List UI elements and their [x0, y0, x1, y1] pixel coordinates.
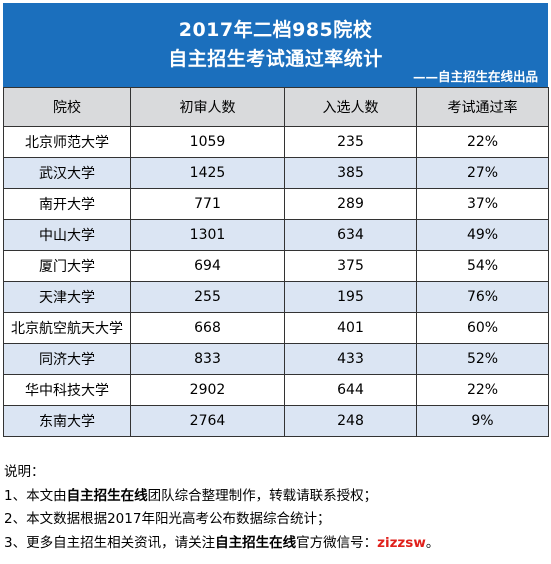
cell-selected: 433: [284, 343, 417, 375]
notes-heading: 说明：: [4, 464, 45, 480]
cell-selected: 375: [284, 250, 417, 282]
cell-initial-review: 255: [130, 281, 285, 313]
note-line-3: 3、更多自主招生相关资讯，请关注自主招生在线官方微信号：zizzsw。: [4, 532, 544, 556]
table-row: 同济大学 833 433 52%: [3, 343, 549, 375]
note-3-middle: 官方微信号：: [296, 534, 378, 551]
note-3-end: 。: [425, 534, 440, 551]
cell-selected: 634: [284, 219, 417, 251]
cell-selected: 401: [284, 312, 417, 344]
cell-pass-rate: 22%: [416, 374, 549, 406]
note-1-prefix: 1、本文由: [4, 487, 67, 504]
table-row: 东南大学 2764 248 9%: [3, 405, 549, 437]
cell-school: 天津大学: [3, 281, 131, 313]
note-line-1: 1、本文由自主招生在线团队综合整理制作，转载请联系授权；: [4, 485, 544, 509]
table-row: 中山大学 1301 634 49%: [3, 219, 549, 251]
cell-pass-rate: 60%: [416, 312, 549, 344]
note-1-suffix: 团队综合整理制作，转载请联系授权；: [147, 487, 378, 504]
cell-school: 北京航空航天大学: [3, 312, 131, 344]
cell-school: 东南大学: [3, 405, 131, 437]
cell-pass-rate: 49%: [416, 219, 549, 251]
cell-pass-rate: 27%: [416, 157, 549, 189]
cell-school: 北京师范大学: [3, 126, 131, 158]
cell-pass-rate: 54%: [416, 250, 549, 282]
cell-pass-rate: 37%: [416, 188, 549, 220]
pass-rate-table: 院校 初审人数 入选人数 考试通过率 北京师范大学 1059 235 22% 武…: [3, 87, 549, 437]
cell-school: 厦门大学: [3, 250, 131, 282]
cell-school: 武汉大学: [3, 157, 131, 189]
cell-selected: 644: [284, 374, 417, 406]
table-row: 南开大学 771 289 37%: [3, 188, 549, 220]
cell-initial-review: 771: [130, 188, 285, 220]
column-header-initial-review: 初审人数: [130, 87, 285, 127]
title-banner: 2017年二档985院校 自主招生考试通过率统计 ——自主招生在线出品: [3, 3, 548, 87]
title-line-2: 自主招生考试通过率统计: [168, 48, 383, 70]
table-row: 北京师范大学 1059 235 22%: [3, 126, 549, 158]
cell-pass-rate: 9%: [416, 405, 549, 437]
cell-selected: 195: [284, 281, 417, 313]
note-3-prefix: 3、更多自主招生相关资讯，请关注: [4, 534, 216, 551]
table-header-row: 院校 初审人数 入选人数 考试通过率: [3, 87, 549, 127]
cell-school: 同济大学: [3, 343, 131, 375]
cell-school: 中山大学: [3, 219, 131, 251]
cell-pass-rate: 52%: [416, 343, 549, 375]
table-row: 华中科技大学 2902 644 22%: [3, 374, 549, 406]
cell-pass-rate: 22%: [416, 126, 549, 158]
cell-selected: 289: [284, 188, 417, 220]
cell-selected: 248: [284, 405, 417, 437]
cell-selected: 385: [284, 157, 417, 189]
cell-school: 南开大学: [3, 188, 131, 220]
cell-school: 华中科技大学: [3, 374, 131, 406]
note-1-brand: 自主招生在线: [66, 487, 148, 504]
title-line-1: 2017年二档985院校: [178, 19, 373, 41]
wechat-id: zizzsw: [377, 534, 426, 551]
cell-selected: 235: [284, 126, 417, 158]
table-row: 武汉大学 1425 385 27%: [3, 157, 549, 189]
column-header-selected: 入选人数: [284, 87, 417, 127]
credit-line: ——自主招生在线出品: [412, 69, 538, 84]
cell-initial-review: 2902: [130, 374, 285, 406]
cell-initial-review: 668: [130, 312, 285, 344]
notes-section: 说明： 1、本文由自主招生在线团队综合整理制作，转载请联系授权； 2、本文数据根…: [4, 461, 544, 555]
cell-pass-rate: 76%: [416, 281, 549, 313]
cell-initial-review: 833: [130, 343, 285, 375]
cell-initial-review: 2764: [130, 405, 285, 437]
cell-initial-review: 1425: [130, 157, 285, 189]
cell-initial-review: 694: [130, 250, 285, 282]
cell-initial-review: 1059: [130, 126, 285, 158]
column-header-pass-rate: 考试通过率: [416, 87, 549, 127]
cell-initial-review: 1301: [130, 219, 285, 251]
table-row: 天津大学 255 195 76%: [3, 281, 549, 313]
table-row: 厦门大学 694 375 54%: [3, 250, 549, 282]
note-line-2: 2、本文数据根据2017年阳光高考公布数据综合统计；: [4, 511, 331, 527]
column-header-school: 院校: [3, 87, 131, 127]
note-3-brand: 自主招生在线: [215, 534, 297, 551]
table-row: 北京航空航天大学 668 401 60%: [3, 312, 549, 344]
